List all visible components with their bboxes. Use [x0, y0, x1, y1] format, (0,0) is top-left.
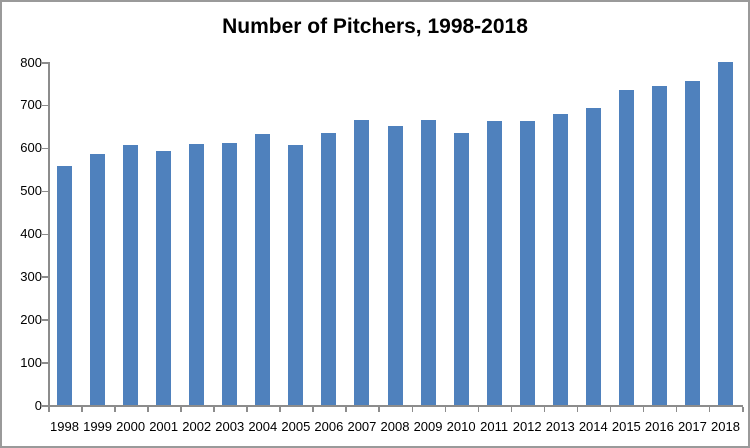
- y-tick-mark: [42, 276, 48, 278]
- x-tick-mark: [444, 406, 447, 412]
- bar-2000: [123, 145, 139, 405]
- x-tick-mark: [246, 406, 248, 412]
- bar-1998: [57, 166, 73, 405]
- x-tick-mark: [742, 406, 744, 412]
- x-tick-label: 2012: [512, 419, 542, 434]
- x-tick-label: 2010: [446, 419, 476, 434]
- bar-2018: [717, 62, 733, 405]
- x-tick-mark: [213, 406, 215, 412]
- y-tick-mark: [42, 319, 48, 321]
- x-tick-label: 2000: [116, 419, 146, 434]
- x-tick-label: 2009: [413, 419, 443, 434]
- x-tick-mark: [576, 406, 579, 412]
- y-tick-label: 300: [20, 268, 42, 284]
- x-tick-label: 2017: [677, 419, 707, 434]
- bar-2004: [255, 133, 271, 405]
- x-tick-label: 2005: [281, 419, 311, 434]
- x-tick-mark: [510, 406, 513, 412]
- x-tick-label: 2016: [644, 419, 674, 434]
- y-axis-line: [48, 62, 50, 407]
- x-tick-mark: [312, 406, 314, 412]
- x-tick-mark: [345, 406, 347, 412]
- y-tick-label: 500: [20, 183, 42, 199]
- x-tick-label: 2002: [182, 419, 212, 434]
- bar-2009: [420, 119, 436, 405]
- x-tick-mark: [180, 406, 182, 412]
- y-tick-label: 200: [20, 311, 42, 327]
- x-tick-mark: [708, 406, 711, 412]
- y-tick-label: 700: [20, 97, 42, 113]
- y-tick-label: 800: [20, 54, 42, 70]
- bar-2005: [288, 145, 304, 405]
- chart-title: Number of Pitchers, 1998-2018: [222, 15, 528, 38]
- y-tick-label: 0: [34, 397, 42, 413]
- bar-2013: [552, 114, 568, 405]
- x-tick-mark: [48, 406, 50, 412]
- bar-2003: [222, 142, 238, 405]
- x-tick-label: 2004: [248, 419, 278, 434]
- bar-1999: [90, 154, 106, 405]
- x-tick-mark: [609, 406, 612, 412]
- x-axis-line: [48, 405, 743, 407]
- x-tick-mark: [411, 406, 414, 412]
- x-tick-label: 2015: [611, 419, 641, 434]
- x-tick-label: 2006: [314, 419, 344, 434]
- bar-2008: [387, 125, 403, 405]
- bar-2010: [453, 132, 469, 405]
- y-tick-mark: [42, 62, 48, 64]
- x-tick-mark: [477, 406, 480, 412]
- bar-2015: [618, 89, 634, 405]
- x-tick-label: 2018: [711, 419, 740, 434]
- bar-2006: [321, 132, 337, 405]
- x-tick-label: 2003: [215, 419, 245, 434]
- bar-2014: [585, 108, 601, 405]
- bar-2001: [156, 151, 172, 405]
- y-tick-label: 400: [20, 226, 42, 241]
- x-tick-label: 2007: [347, 419, 377, 434]
- x-tick-label: 2014: [578, 419, 608, 434]
- x-tick-label: 2011: [480, 419, 509, 434]
- x-tick-label: 2008: [380, 419, 410, 434]
- y-tick-mark: [42, 104, 48, 107]
- y-tick-label: 600: [20, 140, 42, 156]
- x-tick-label: 2013: [545, 419, 575, 434]
- x-tick-mark: [279, 406, 281, 412]
- y-tick-mark: [42, 405, 48, 407]
- bar-2017: [684, 80, 700, 405]
- x-tick-mark: [675, 406, 678, 412]
- bar-2012: [519, 121, 535, 405]
- y-tick-label: 100: [20, 354, 42, 370]
- x-tick-mark: [81, 406, 83, 412]
- x-tick-label: 1998: [50, 419, 79, 434]
- x-tick-mark: [147, 406, 149, 412]
- x-tick-label: 2001: [149, 419, 179, 434]
- x-tick-label: 1999: [83, 419, 113, 434]
- x-tick-mark: [642, 406, 645, 412]
- x-tick-mark: [114, 406, 116, 412]
- y-tick-mark: [42, 233, 48, 235]
- x-tick-mark: [543, 406, 546, 412]
- bar-2002: [189, 144, 205, 405]
- bar-2011: [486, 121, 502, 405]
- y-tick-mark: [42, 190, 48, 193]
- y-tick-mark: [42, 362, 48, 364]
- bar-2007: [354, 119, 370, 405]
- x-tick-mark: [378, 406, 380, 412]
- y-tick-mark: [42, 147, 48, 150]
- bar-2016: [651, 86, 667, 405]
